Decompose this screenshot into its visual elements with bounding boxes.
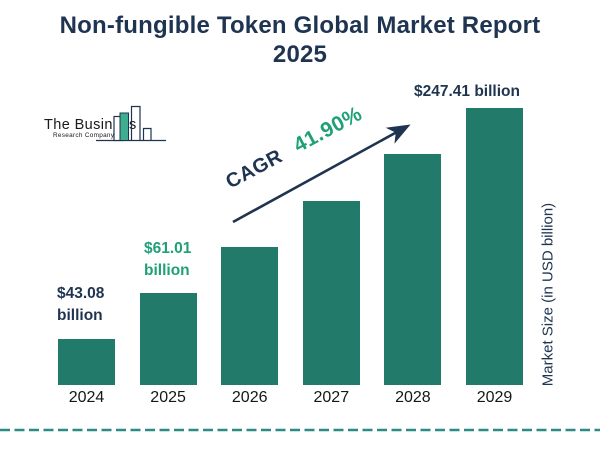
x-axis-label-2027: 2027	[313, 389, 350, 406]
bar-2028	[384, 154, 442, 385]
growth-arrow-icon	[232, 124, 411, 224]
value-label-2024: $43.08 billion	[57, 283, 104, 327]
y-axis-title: Market Size (in USD billion)	[539, 202, 557, 387]
company-logo: The Business Research Company	[44, 105, 166, 142]
x-axis-label-2029: 2029	[476, 389, 513, 406]
x-axis-label-2028: 2028	[395, 389, 431, 406]
value-label-2024-line2: billion	[57, 307, 103, 324]
value-label-2025-line1: $61.01	[144, 240, 192, 257]
x-axis-label-2025: 2025	[150, 389, 186, 406]
bar-2024	[58, 339, 115, 385]
value-label-2025-line2: billion	[144, 262, 190, 279]
bar-2026	[221, 247, 279, 385]
x-axis-label-2026: 2026	[231, 389, 268, 406]
bar-2029	[466, 108, 523, 385]
value-label-2025: $61.01 billion	[144, 238, 191, 282]
page-title: Non-fungible Token Global Market Report …	[59, 12, 541, 68]
logo-text: The Business	[44, 117, 137, 133]
value-label-2029: $247.41 billion	[414, 83, 520, 100]
value-label-2024-line1: $43.08	[57, 285, 105, 302]
bar-2027	[302, 201, 360, 385]
x-axis-label-2024: 2024	[68, 389, 105, 406]
logo-bar-chart-icon	[96, 105, 166, 142]
logo-subtext: Research Company	[53, 132, 115, 139]
dashed-separator-line	[0, 428, 600, 432]
bar-2025	[139, 293, 197, 385]
